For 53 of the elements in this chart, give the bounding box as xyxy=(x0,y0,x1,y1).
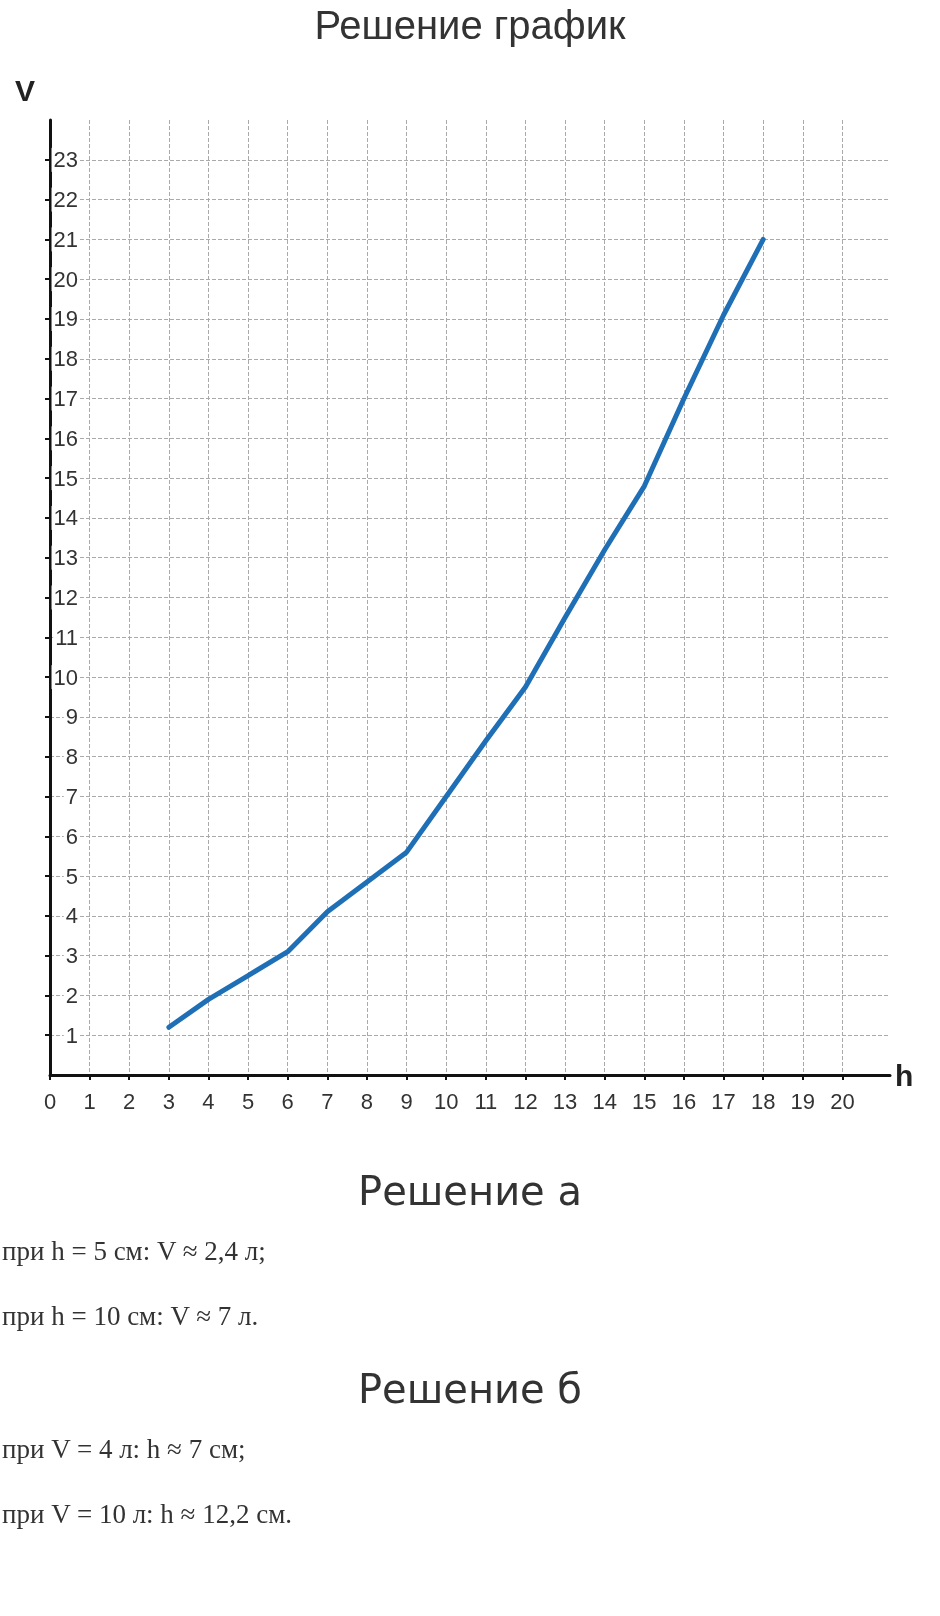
y-tick-label: 21 xyxy=(53,226,78,252)
text: Решение б xyxy=(356,1366,584,1412)
y-tick-label: 5 xyxy=(65,863,78,889)
x-tick-label: 20 xyxy=(830,1088,855,1114)
y-tick-label: 1 xyxy=(65,1022,78,1048)
y-tick-label: 17 xyxy=(53,386,78,412)
x-tick-label: 11 xyxy=(474,1088,498,1114)
x-tick-label: 2 xyxy=(123,1088,136,1114)
x-tick-label: 12 xyxy=(513,1088,538,1114)
x-tick-label: 16 xyxy=(671,1088,697,1114)
x-tick-label: 8 xyxy=(360,1088,374,1114)
y-axis-title: V xyxy=(14,73,36,107)
y-tick-label: 8 xyxy=(65,744,78,770)
x-tick-label: 10 xyxy=(433,1088,459,1114)
y-tick-label: 4 xyxy=(65,903,78,929)
x-tick-label: 9 xyxy=(400,1088,413,1114)
x-tick-label: 6 xyxy=(281,1088,294,1114)
x-tick-label: 7 xyxy=(321,1088,334,1114)
text: при V = 10 л: h ≈ 12,2 см. xyxy=(2,1499,293,1530)
x-tick-label: 18 xyxy=(750,1088,776,1114)
text: при h = 5 см: V ≈ 2,4 л; xyxy=(2,1236,267,1267)
y-tick-label: 12 xyxy=(53,585,78,610)
x-tick-label: 19 xyxy=(790,1088,816,1114)
x-tick-label: 14 xyxy=(592,1088,617,1114)
x-tick-label: 1 xyxy=(83,1088,96,1114)
x-tick-label: 5 xyxy=(241,1088,255,1114)
y-tick-label: 11 xyxy=(55,624,78,650)
y-tick-label: 15 xyxy=(53,465,78,491)
y-tick-label: 10 xyxy=(53,664,78,690)
y-tick-label: 7 xyxy=(65,783,78,809)
x-tick-label: 13 xyxy=(552,1088,578,1114)
text: Решение а xyxy=(357,1168,583,1214)
y-tick-label: 14 xyxy=(53,505,78,531)
y-tick-label: 13 xyxy=(53,545,78,571)
y-tick-label: 20 xyxy=(53,266,78,292)
x-tick-label: 15 xyxy=(632,1088,657,1114)
y-tick-label: 22 xyxy=(53,187,78,213)
text: при V = 4 л: h ≈ 7 см; xyxy=(2,1434,247,1465)
y-tick-label: 19 xyxy=(53,306,78,332)
y-tick-label: 6 xyxy=(65,823,78,849)
x-axis-title: h xyxy=(895,1058,914,1092)
x-tick-label: 3 xyxy=(162,1088,175,1114)
text: при h = 10 см: V ≈ 7 л. xyxy=(2,1301,260,1332)
y-tick-label: 2 xyxy=(65,982,78,1008)
y-tick-label: 16 xyxy=(53,425,78,451)
x-tick-label: 4 xyxy=(202,1088,215,1114)
y-tick-label: 23 xyxy=(53,147,78,173)
x-tick-label: 0 xyxy=(43,1088,57,1114)
y-tick-label: 3 xyxy=(65,943,78,969)
chart-title: Решение график xyxy=(314,3,627,47)
y-tick-label: 18 xyxy=(53,346,78,372)
x-tick-label: 17 xyxy=(711,1088,736,1114)
y-tick-label: 9 xyxy=(65,704,78,730)
